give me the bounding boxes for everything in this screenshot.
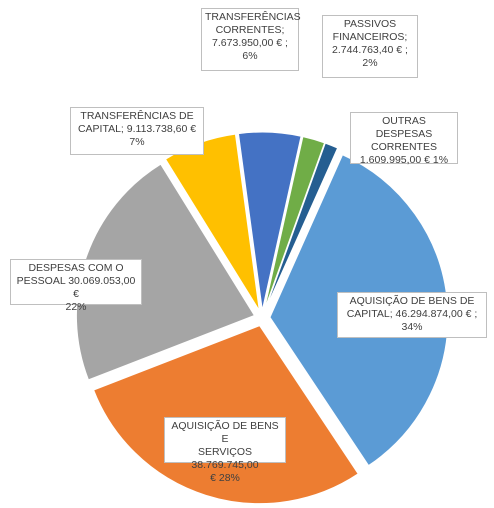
callout-bens-capital: AQUISIÇÃO DE BENS DE CAPITAL; 46.294.874… (337, 292, 487, 338)
slice-outras-correntes (264, 142, 339, 311)
slice-passivos (263, 135, 326, 311)
callout-pessoal: DESPESAS COM O PESSOAL 30.069.053,00 € 2… (10, 259, 142, 313)
slice-transf-correntes (237, 131, 302, 311)
callout-outras-correntes: OUTRAS DESPESAS CORRENTES 1.609.995,00 €… (350, 112, 458, 166)
callout-passivos: PASSIVOS FINANCEIROS; 2.744.763,40 € ; 2… (322, 15, 418, 78)
callout-bens-servicos: AQUISIÇÃO DE BENS E SERVIÇOS 38.769.745,… (164, 417, 286, 484)
callout-transf-correntes: TRANSFERÊNCIAS CORRENTES; 7.673.950,00 €… (201, 8, 301, 71)
slice-bens-servicos (93, 325, 359, 505)
callout-transf-capital: TRANSFERÊNCIAS DE CAPITAL; 9.113.738,60 … (70, 107, 204, 155)
